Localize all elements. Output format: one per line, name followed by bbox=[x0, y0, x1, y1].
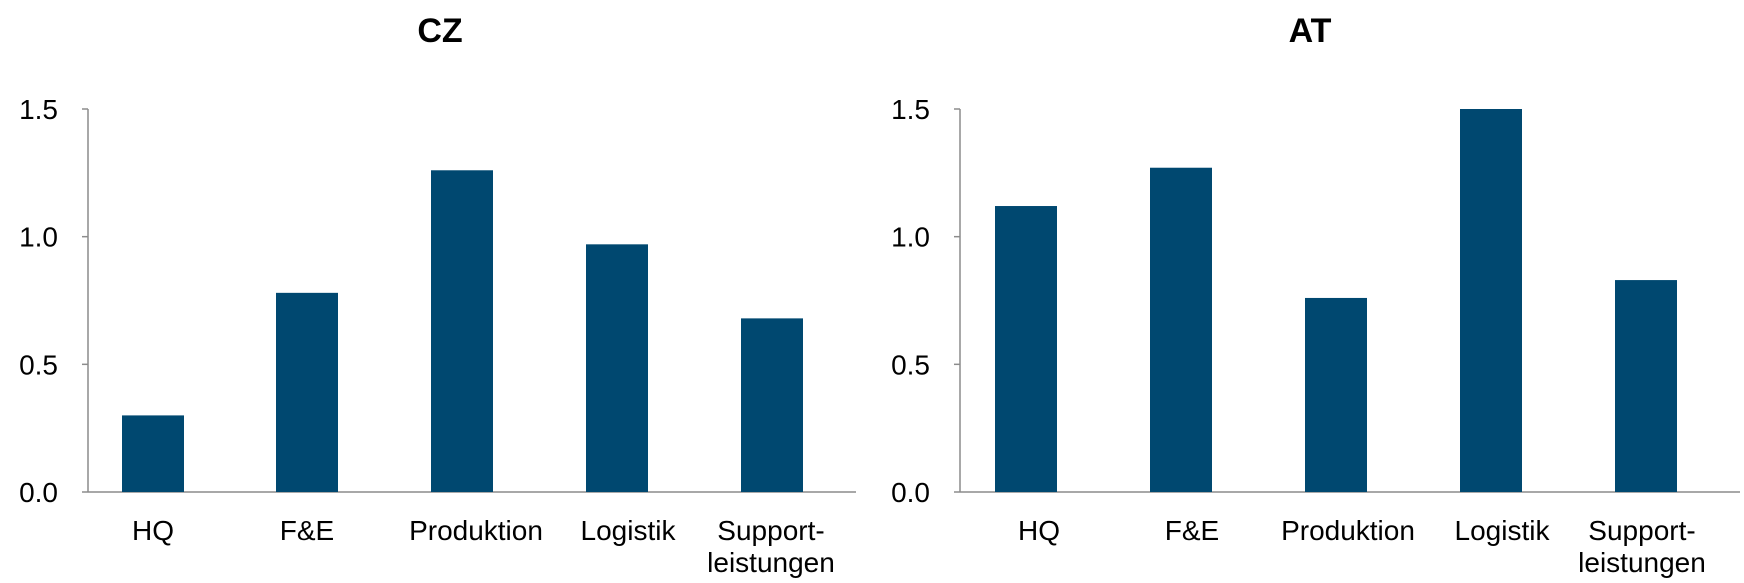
chart-1-x-tick-label-line: leistungen bbox=[1578, 547, 1706, 578]
chart-1-bar-3 bbox=[1460, 109, 1522, 492]
chart-1-bar-4 bbox=[1615, 280, 1677, 492]
chart-0-bar-0 bbox=[122, 415, 184, 492]
chart-0-x-tick-label-line: leistungen bbox=[707, 547, 835, 578]
chart-0-x-tick-label: HQ bbox=[132, 515, 174, 546]
chart-1-x-tick-label-line: F&E bbox=[1165, 515, 1219, 546]
chart-1-bar-2 bbox=[1305, 297, 1367, 492]
chart-1-bar-1 bbox=[1150, 167, 1212, 492]
chart-1-x-tick-label: Produktion bbox=[1281, 515, 1415, 546]
chart-0-y-tick-label: 1.5 bbox=[19, 94, 58, 125]
chart-1-x-tick-label: F&E bbox=[1165, 515, 1219, 546]
chart-0-bar-2 bbox=[431, 170, 493, 492]
chart-1-title: AT bbox=[1289, 12, 1332, 50]
chart-0-x-tick-label-line: Logistik bbox=[581, 515, 677, 546]
chart-1-x-tick-label-line: Support- bbox=[1588, 515, 1695, 546]
chart-0-x-tick-label: Support-leistungen bbox=[707, 515, 835, 578]
chart-0-bar-3 bbox=[586, 244, 648, 492]
chart-0-x-tick-label: F&E bbox=[280, 515, 334, 546]
chart-0-x-tick-label: Logistik bbox=[581, 515, 677, 546]
chart-1-x-tick-label: Support-leistungen bbox=[1578, 515, 1706, 578]
chart-1-y-tick-label: 1.0 bbox=[891, 222, 930, 253]
chart-1-bar-0 bbox=[995, 206, 1057, 492]
chart-1-x-tick-label: Logistik bbox=[1455, 515, 1551, 546]
chart-0-y-tick-label: 0.5 bbox=[19, 349, 58, 380]
chart-0-title: CZ bbox=[417, 12, 462, 50]
chart-0-x-tick-label-line: F&E bbox=[280, 515, 334, 546]
chart-0-y-tick-label: 0.0 bbox=[19, 477, 58, 508]
chart-1-y-tick-label: 1.5 bbox=[891, 94, 930, 125]
chart-0-x-tick-label-line: HQ bbox=[132, 515, 174, 546]
chart-0-bar-1 bbox=[276, 292, 338, 492]
chart-0-x-tick-label-line: Produktion bbox=[409, 515, 543, 546]
chart-1-x-tick-label-line: HQ bbox=[1018, 515, 1060, 546]
chart-1-x-tick-label: HQ bbox=[1018, 515, 1060, 546]
chart-1-x-tick-label-line: Produktion bbox=[1281, 515, 1415, 546]
chart-0-y-tick-label: 1.0 bbox=[19, 222, 58, 253]
chart-1-y-tick-label: 0.0 bbox=[891, 477, 930, 508]
chart-1-y-tick-label: 0.5 bbox=[891, 349, 930, 380]
chart-1-x-tick-label-line: Logistik bbox=[1455, 515, 1551, 546]
chart-0-bar-4 bbox=[741, 318, 803, 492]
chart-0-x-tick-label-line: Support- bbox=[717, 515, 824, 546]
chart-0-x-tick-label: Produktion bbox=[409, 515, 543, 546]
